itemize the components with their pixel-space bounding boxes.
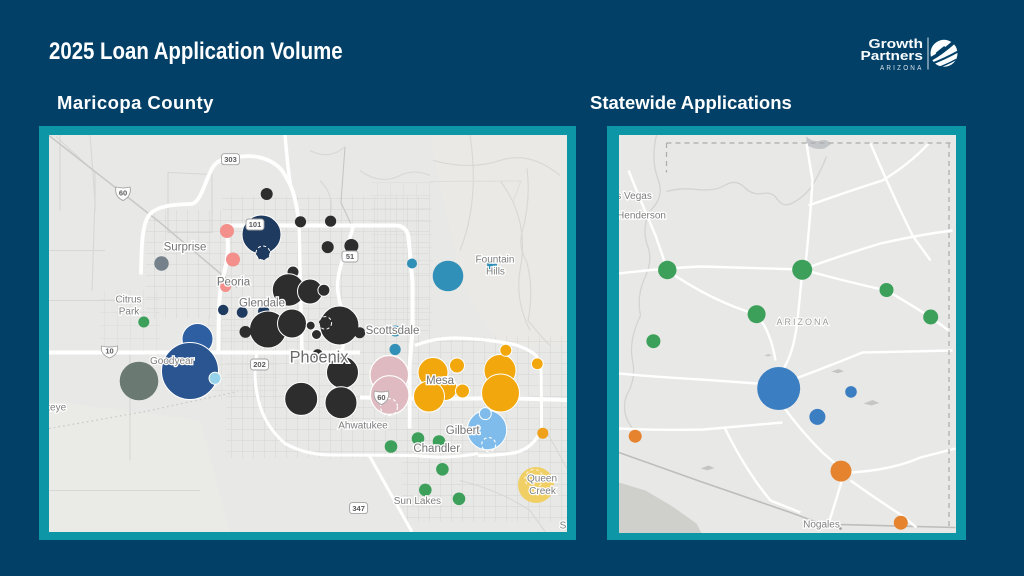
- svg-text:Queen: Queen: [527, 473, 557, 484]
- svg-text:60: 60: [119, 188, 127, 197]
- svg-text:Ahwatukee: Ahwatukee: [338, 420, 388, 431]
- svg-text:ARIZONA: ARIZONA: [880, 65, 924, 72]
- svg-text:60: 60: [377, 392, 385, 401]
- svg-text:Hills: Hills: [486, 266, 505, 277]
- svg-text:10: 10: [105, 346, 113, 355]
- svg-text:Chandler: Chandler: [413, 443, 460, 455]
- svg-text:Fountain: Fountain: [476, 254, 515, 265]
- svg-text:Glendale: Glendale: [239, 297, 285, 309]
- svg-text:202: 202: [253, 360, 266, 369]
- svg-text:Scottsdale: Scottsdale: [366, 325, 420, 337]
- svg-text:101: 101: [249, 220, 262, 229]
- svg-text:Park: Park: [119, 306, 141, 317]
- svg-text:Peoria: Peoria: [217, 276, 251, 288]
- svg-text:Nogales: Nogales: [803, 519, 840, 530]
- svg-text:303: 303: [224, 154, 237, 163]
- svg-text:51: 51: [346, 252, 354, 261]
- svg-text:Goodyear: Goodyear: [150, 356, 195, 367]
- svg-text:Henderson: Henderson: [619, 210, 666, 221]
- svg-text:Mesa: Mesa: [426, 375, 455, 387]
- svg-text:Growth: Growth: [869, 36, 924, 51]
- svg-text:Creek: Creek: [529, 486, 557, 497]
- svg-text:Sun Lakes: Sun Lakes: [394, 496, 441, 507]
- svg-text:Gilbert: Gilbert: [446, 425, 481, 437]
- svg-text:Phoenix: Phoenix: [290, 348, 349, 366]
- svg-text:Las Vegas: Las Vegas: [619, 191, 652, 202]
- svg-text:Surprise: Surprise: [164, 241, 207, 253]
- svg-text:347: 347: [352, 503, 365, 512]
- svg-text:Buckeye: Buckeye: [49, 402, 67, 413]
- svg-text:S: S: [560, 520, 567, 531]
- svg-text:Citrus: Citrus: [115, 294, 141, 305]
- svg-text:Partners: Partners: [861, 48, 924, 63]
- svg-text:ARIZONA: ARIZONA: [776, 317, 830, 327]
